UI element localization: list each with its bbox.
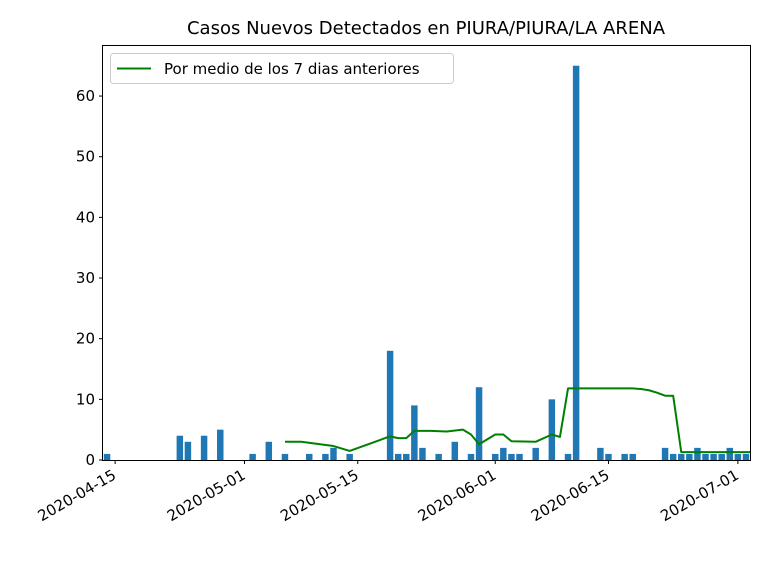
bar bbox=[281, 453, 289, 460]
bar bbox=[403, 453, 410, 460]
bar bbox=[726, 447, 734, 460]
bar bbox=[532, 447, 539, 460]
y-axis: 0 10 20 30 40 50 60 bbox=[76, 87, 103, 469]
x-tick-label: 2020-06-01 bbox=[415, 466, 500, 525]
legend-label: Por medio de los 7 dias anteriores bbox=[164, 60, 420, 78]
line-series bbox=[284, 387, 750, 454]
bar bbox=[386, 350, 394, 460]
bar bbox=[710, 453, 717, 460]
bar bbox=[572, 65, 580, 461]
bar bbox=[629, 453, 636, 460]
y-tick-label: 50 bbox=[76, 148, 95, 166]
bar bbox=[467, 453, 475, 460]
bar bbox=[176, 435, 184, 460]
bar bbox=[249, 453, 256, 460]
bar bbox=[492, 453, 499, 460]
y-tick-label: 0 bbox=[85, 451, 95, 469]
x-tick-label: 2020-04-15 bbox=[35, 466, 120, 525]
bar bbox=[394, 453, 402, 460]
moving-average-line bbox=[284, 387, 750, 454]
bar bbox=[200, 435, 208, 460]
plot-frame bbox=[102, 45, 751, 461]
bar bbox=[435, 453, 442, 460]
bar bbox=[718, 453, 725, 460]
bar-series bbox=[103, 65, 750, 461]
bar bbox=[184, 441, 192, 460]
bar bbox=[451, 441, 459, 460]
y-tick-label: 60 bbox=[76, 87, 95, 105]
bar bbox=[678, 453, 685, 460]
bar bbox=[475, 387, 483, 460]
bar bbox=[669, 453, 677, 460]
bar bbox=[661, 447, 669, 460]
chart-title: Casos Nuevos Detectados en PIURA/PIURA/L… bbox=[187, 18, 666, 39]
bar bbox=[500, 447, 507, 460]
y-tick-label: 30 bbox=[76, 269, 95, 287]
bar bbox=[508, 453, 515, 460]
x-axis: 2020-04-15 2020-05-01 2020-05-15 2020-06-01… bbox=[35, 460, 742, 525]
y-tick-label: 10 bbox=[76, 390, 95, 408]
x-tick-label: 2020-05-15 bbox=[277, 466, 362, 525]
bar bbox=[330, 447, 337, 460]
bar bbox=[103, 453, 111, 460]
legend-box bbox=[110, 53, 454, 84]
bar bbox=[548, 399, 556, 460]
bar bbox=[734, 453, 742, 460]
bar bbox=[621, 453, 628, 460]
x-tick-label: 2020-06-15 bbox=[528, 466, 613, 525]
bar bbox=[217, 429, 224, 460]
x-tick-label: 2020-05-01 bbox=[164, 466, 249, 525]
bar bbox=[564, 453, 572, 460]
bar bbox=[605, 453, 612, 460]
x-tick-label: 2020-07-01 bbox=[657, 466, 742, 525]
bar bbox=[597, 447, 604, 460]
bar bbox=[742, 453, 750, 460]
bar bbox=[411, 405, 418, 460]
y-tick-label: 40 bbox=[76, 208, 95, 226]
legend: Por medio de los 7 dias anteriores bbox=[110, 53, 454, 84]
y-tick-label: 20 bbox=[76, 330, 95, 348]
bar bbox=[516, 453, 523, 460]
bar bbox=[419, 447, 426, 460]
bar bbox=[322, 453, 329, 460]
bar bbox=[306, 453, 313, 460]
bar bbox=[265, 441, 273, 460]
bar bbox=[346, 453, 353, 460]
bar bbox=[694, 447, 701, 460]
bar bbox=[702, 453, 709, 460]
bar bbox=[686, 453, 693, 460]
